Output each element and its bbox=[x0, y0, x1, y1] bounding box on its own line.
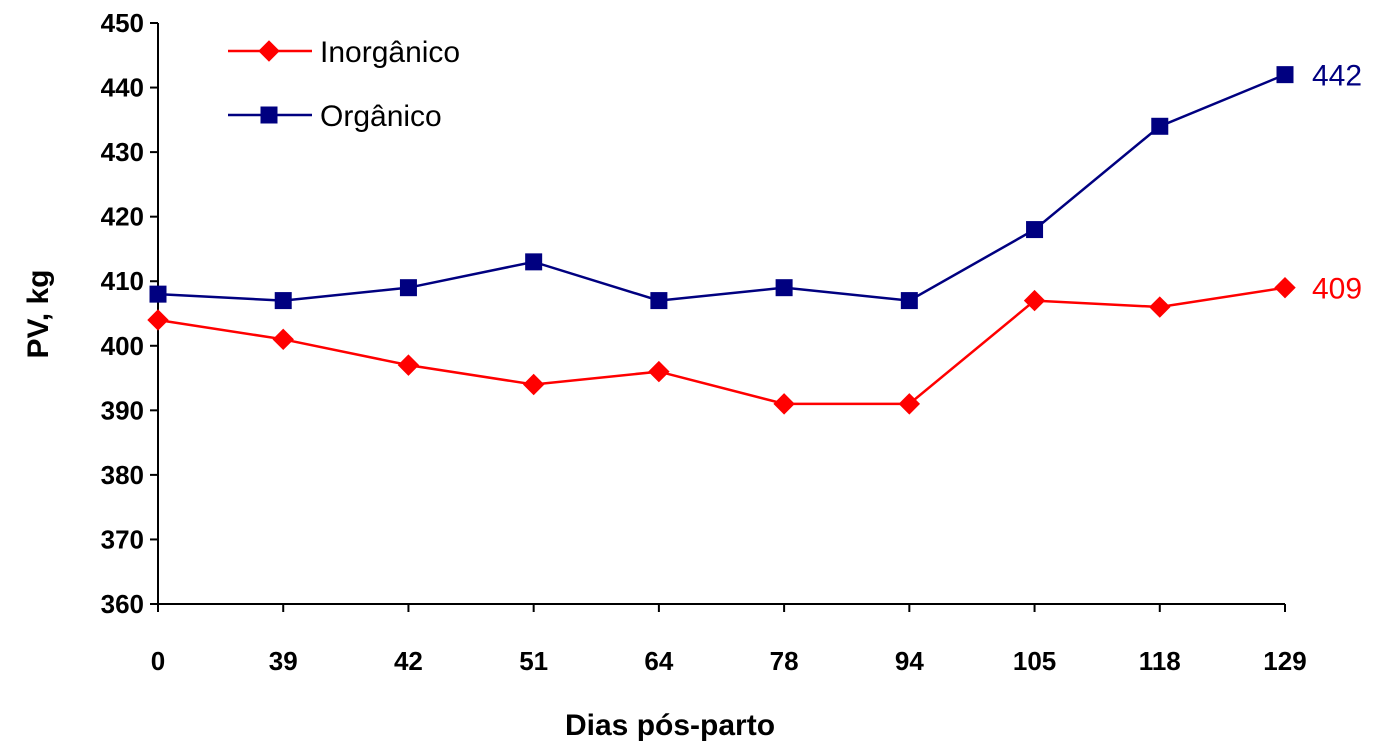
y-tick-label: 380 bbox=[101, 460, 144, 490]
x-tick-label: 39 bbox=[269, 646, 298, 676]
data-point-organico bbox=[1026, 221, 1044, 239]
y-axis-title: PV, kg bbox=[22, 270, 55, 359]
data-point-inorganico bbox=[1023, 289, 1046, 312]
legend: Inorgânico Orgânico bbox=[228, 36, 460, 133]
data-point-organico bbox=[274, 292, 292, 310]
series-line-organico bbox=[157, 73, 1286, 302]
data-point-organico bbox=[650, 292, 668, 310]
series: 409 442 bbox=[147, 60, 1362, 415]
data-point-inorganico bbox=[147, 309, 169, 331]
end-label-inorganico: 409 bbox=[1312, 273, 1362, 306]
x-tick-label: 64 bbox=[644, 646, 673, 676]
legend-marker-inorganico bbox=[258, 40, 280, 62]
data-point-inorganico bbox=[522, 373, 545, 396]
y-tick-label: 450 bbox=[101, 8, 144, 38]
data-point-organico bbox=[525, 253, 543, 271]
legend-label-organico: Orgânico bbox=[320, 100, 442, 133]
data-point-organico bbox=[149, 285, 167, 303]
x-tick-label: 118 bbox=[1139, 646, 1181, 676]
y-tick-label: 430 bbox=[101, 137, 144, 167]
series-organico: 442 bbox=[149, 60, 1362, 310]
data-point-inorganico bbox=[397, 354, 420, 376]
data-point-inorganico bbox=[1149, 296, 1171, 318]
data-point-organico bbox=[399, 279, 417, 297]
data-point-organico bbox=[1151, 117, 1169, 135]
x-tick-label: 42 bbox=[394, 646, 423, 676]
data-point-inorganico bbox=[272, 328, 294, 351]
legend-label-inorganico: Inorgânico bbox=[320, 36, 460, 69]
x-tick-label: 129 bbox=[1263, 646, 1306, 676]
legend-item-organico: Orgânico bbox=[228, 100, 442, 133]
legend-item-inorganico: Inorgânico bbox=[228, 36, 460, 69]
legend-marker-organico bbox=[260, 106, 278, 124]
data-point-organico bbox=[775, 279, 793, 297]
y-tick-label: 400 bbox=[101, 331, 144, 361]
data-point-inorganico bbox=[898, 393, 921, 415]
y-tick-label: 390 bbox=[101, 395, 144, 425]
y-tick-label: 410 bbox=[101, 266, 144, 296]
x-tick-label: 105 bbox=[1013, 646, 1056, 676]
series-inorganico: 409 bbox=[147, 273, 1362, 415]
y-tick-label: 370 bbox=[101, 524, 144, 554]
series-line-inorganico bbox=[157, 286, 1286, 406]
y-tick-label: 360 bbox=[101, 589, 144, 619]
data-point-inorganico bbox=[773, 393, 795, 415]
data-point-inorganico bbox=[648, 360, 670, 383]
x-tick-label: 51 bbox=[519, 646, 548, 676]
data-point-organico bbox=[1276, 66, 1294, 84]
y-tick-label: 420 bbox=[101, 202, 144, 232]
x-tick-label: 94 bbox=[895, 646, 924, 676]
data-point-organico bbox=[900, 292, 918, 310]
y-tick-label: 440 bbox=[101, 73, 144, 103]
ticks: 360 370 380 390 400 410 420 430 440 450 0 39 42 51 64 7… bbox=[101, 8, 1307, 676]
x-tick-label: 0 bbox=[151, 646, 165, 676]
x-tick-label: 78 bbox=[770, 646, 799, 676]
end-label-organico: 442 bbox=[1312, 60, 1362, 93]
data-point-inorganico bbox=[1274, 276, 1296, 299]
x-axis-title: Dias pós-parto bbox=[565, 709, 775, 742]
